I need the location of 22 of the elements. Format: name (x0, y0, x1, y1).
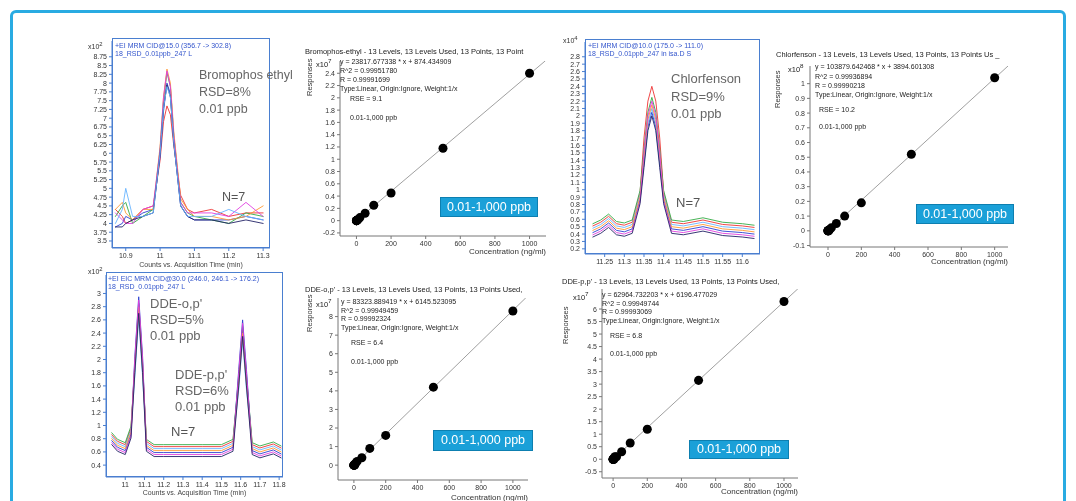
x-axis-title: Concentration (ng/ml) (451, 493, 528, 501)
annotation: 0.01 ppb (150, 328, 201, 343)
annotation: 0.01-1,000 ppb (433, 430, 533, 451)
x-axis-title: Concentration (ng/ml) (469, 247, 546, 256)
annotation: N=7 (222, 190, 246, 204)
annotation: DDE-p,p' (175, 367, 228, 382)
annotation: 0.01-1,000 ppb (916, 204, 1014, 224)
annotation: RSD=5% (150, 312, 204, 327)
x-axis-title: Concentration (ng/ml) (721, 487, 798, 496)
annotation: N=7 (171, 424, 196, 439)
annotation: Chlorfenson (671, 71, 742, 86)
annotation: N=7 (676, 195, 701, 210)
annotation: 0.01-1,000 ppb (440, 197, 538, 217)
x-axis-title: Concentration (ng/ml) (931, 257, 1008, 266)
annotation: DDE-o,p' (150, 296, 203, 311)
annotation: 0.01 ppb (199, 102, 248, 116)
annotation: 0.01-1,000 ppb (689, 440, 789, 459)
annotation: RSD=9% (671, 89, 725, 104)
annotation: RSD=8% (199, 85, 251, 99)
annotation: RSD=6% (175, 383, 229, 398)
annotation: 0.01 ppb (671, 106, 722, 121)
annotation: 0.01 ppb (175, 399, 226, 414)
